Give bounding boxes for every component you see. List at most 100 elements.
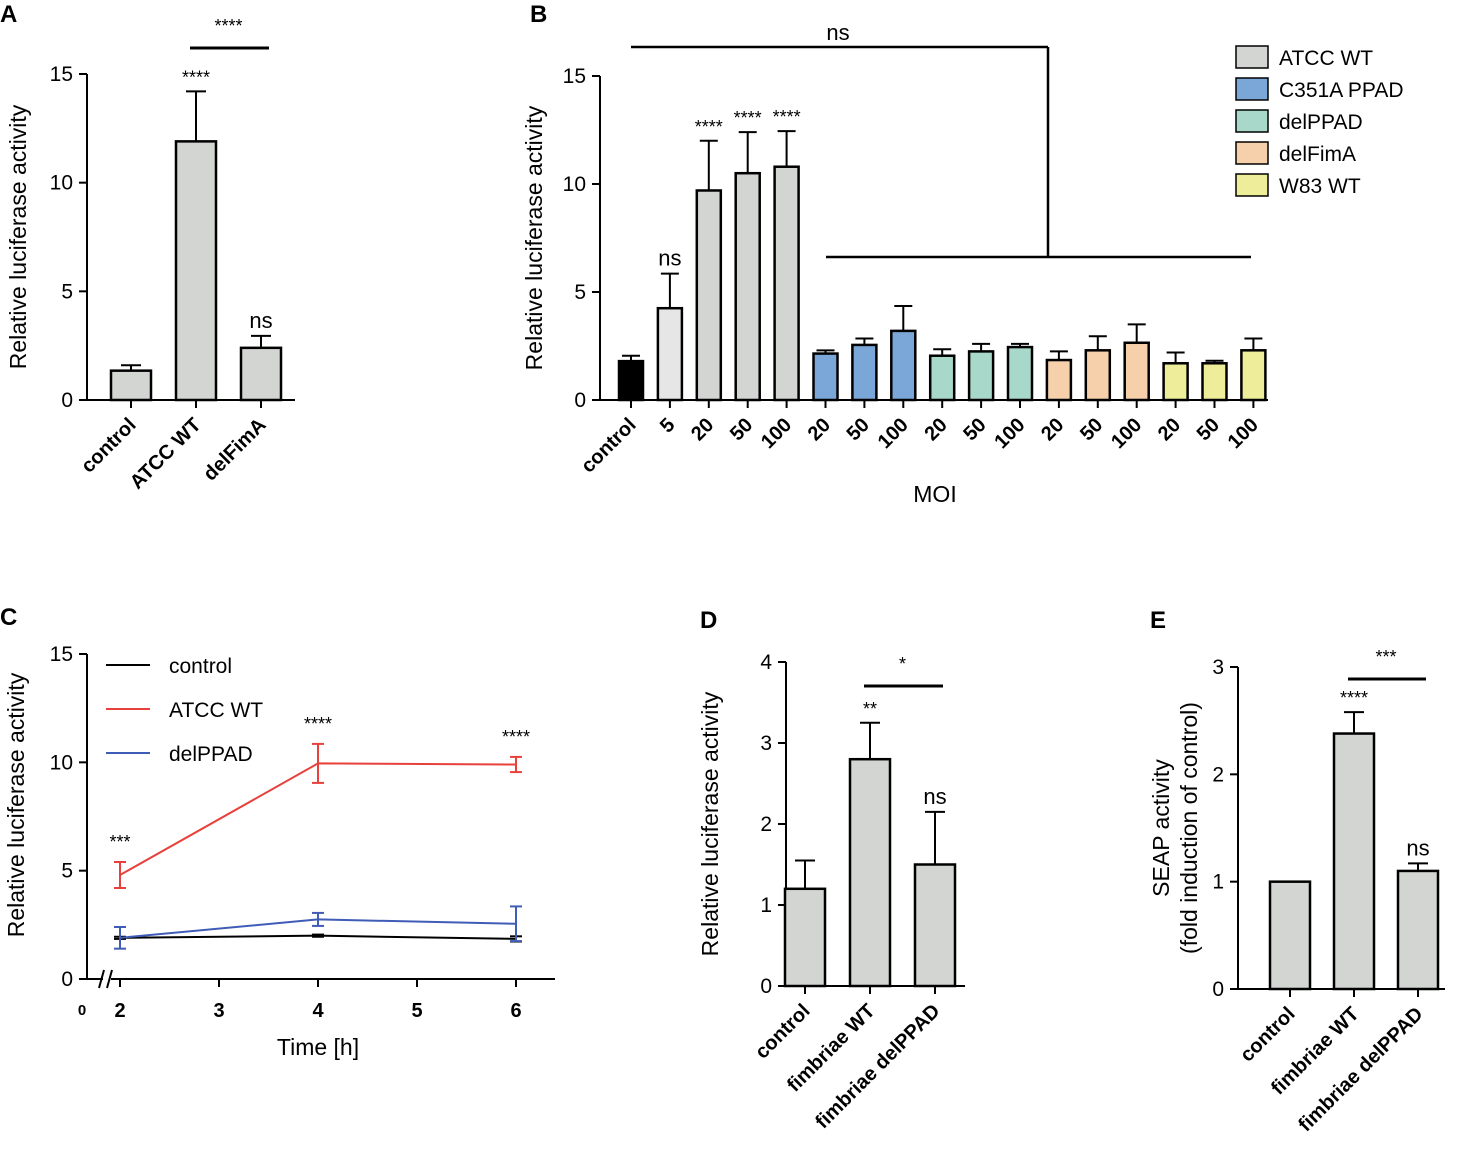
x-axis-break-mark bbox=[98, 969, 105, 989]
legend-label: ATCC WT bbox=[169, 699, 263, 722]
x-tick-label: 3 bbox=[213, 1000, 224, 1022]
x-tick-label: ATCC WT bbox=[126, 414, 206, 494]
panel-e-y-tick-label: 0 bbox=[1212, 978, 1224, 1001]
x-axis-label: MOI bbox=[913, 481, 956, 507]
x-tick-label: 100 bbox=[1224, 414, 1263, 453]
bar bbox=[783, 887, 827, 988]
x-tick-label: control bbox=[1236, 1003, 1299, 1066]
panel-d-y-tick-label: 3 bbox=[760, 732, 772, 755]
panel-d-y-tick-label: 2 bbox=[760, 813, 772, 836]
significance-label: ** bbox=[863, 699, 877, 719]
significance-label: **** bbox=[773, 107, 801, 127]
bar bbox=[851, 343, 878, 402]
significance-label: **** bbox=[182, 67, 210, 87]
panel-letter-d: D bbox=[700, 607, 717, 634]
legend-swatch bbox=[1235, 45, 1269, 69]
bar bbox=[109, 369, 153, 402]
panel-e-y-tick-label: 2 bbox=[1212, 763, 1224, 786]
significance-label: ns bbox=[1406, 835, 1429, 860]
x-tick-label: 50 bbox=[726, 414, 757, 445]
x-tick-label: 20 bbox=[804, 414, 835, 445]
bar bbox=[773, 165, 800, 402]
panel-c-y-tick-label: 0 bbox=[61, 968, 73, 991]
panel-letter-c: C bbox=[0, 604, 17, 631]
x-tick-label: control bbox=[751, 1000, 814, 1063]
significance-label: **** bbox=[304, 714, 332, 734]
x-tick-label: 50 bbox=[1076, 414, 1107, 445]
bar bbox=[617, 359, 645, 402]
significance-bracket-label: * bbox=[899, 654, 906, 674]
bar bbox=[1332, 732, 1376, 991]
x-axis-label: Time [h] bbox=[277, 1034, 359, 1060]
x-tick-label: 50 bbox=[959, 414, 990, 445]
bar bbox=[656, 306, 684, 402]
x-tick-label: 20 bbox=[1037, 414, 1068, 445]
bar bbox=[1396, 869, 1440, 991]
x-tick-label: 100 bbox=[1107, 414, 1146, 453]
significance-label: **** bbox=[502, 727, 530, 747]
bar bbox=[890, 329, 917, 402]
x-tick-label: 100 bbox=[874, 414, 913, 453]
legend-swatch bbox=[1235, 109, 1269, 133]
x-tick-label: 20 bbox=[687, 414, 718, 445]
bar bbox=[1006, 345, 1034, 402]
legend: ATCC WT C351A PPAD delPPAD delFimA W83 WT bbox=[1235, 45, 1404, 198]
x-tick-label: 50 bbox=[843, 414, 874, 445]
panel-c-y-tick-label: 15 bbox=[50, 643, 73, 666]
panel-e-y-tick-label: 1 bbox=[1212, 871, 1224, 894]
significance-label: ns bbox=[923, 784, 946, 809]
legend-swatch bbox=[1235, 77, 1269, 101]
panel-b-y-tick-label: 5 bbox=[574, 281, 586, 304]
x-tick-label: 100 bbox=[990, 414, 1029, 453]
panel-c: 0 5 10 15 0 2 3 4 5 6 Time [h] Relative luciferase … bbox=[3, 643, 555, 1060]
y-axis-label: SEAP activity bbox=[1148, 759, 1174, 897]
panel-letter-b: B bbox=[530, 1, 547, 28]
bar bbox=[1201, 362, 1228, 402]
significance-bracket-label: ns bbox=[826, 20, 849, 45]
panel-b-y-tick-label: 15 bbox=[563, 65, 586, 88]
bar bbox=[1162, 362, 1189, 402]
panel-a-y-tick-label: 10 bbox=[50, 172, 73, 195]
panel-a-y-tick-label: 5 bbox=[61, 280, 73, 303]
panel-c-y-tick-label: 5 bbox=[61, 860, 73, 883]
legend-label: delFimA bbox=[1279, 143, 1356, 166]
panel-a-y-tick-label: 15 bbox=[50, 63, 73, 86]
y-axis-label: Relative luciferase activity bbox=[521, 105, 547, 370]
panel-b-y-tick-label: 0 bbox=[574, 389, 586, 412]
x-tick-label: fimbriae delPPAD bbox=[811, 1000, 944, 1133]
bar bbox=[1268, 880, 1312, 991]
panel-letter-a: A bbox=[0, 1, 17, 28]
panel-b-y-tick-label: 10 bbox=[563, 173, 586, 196]
x-tick-label: 5 bbox=[411, 1000, 422, 1022]
x-tick-label: 20 bbox=[1154, 414, 1185, 445]
bar bbox=[928, 354, 956, 402]
bar bbox=[695, 189, 723, 402]
significance-label: **** bbox=[1340, 688, 1368, 708]
panel-d-y-tick-label: 0 bbox=[760, 975, 772, 998]
panel-d-y-tick-label: 1 bbox=[760, 894, 772, 917]
legend-swatch bbox=[1235, 173, 1269, 197]
y-axis-label: Relative luciferase activity bbox=[5, 104, 31, 369]
panel-d-y-tick-label: 4 bbox=[760, 651, 772, 674]
bar bbox=[174, 140, 218, 402]
panel-a-y-tick-label: 0 bbox=[61, 389, 73, 412]
significance-label: ns bbox=[658, 246, 681, 271]
x-tick-label: control bbox=[577, 414, 640, 477]
significance-label: ns bbox=[249, 308, 272, 333]
legend-label: C351A PPAD bbox=[1279, 79, 1404, 102]
significance-label: **** bbox=[695, 117, 723, 137]
legend-swatch bbox=[1235, 141, 1269, 165]
legend-label: delPPAD bbox=[169, 743, 253, 766]
y-axis-label: Relative luciferase activity bbox=[697, 691, 723, 956]
bar bbox=[913, 863, 957, 988]
legend-label: delPPAD bbox=[1279, 111, 1363, 134]
significance-bracket-label: *** bbox=[1375, 647, 1396, 667]
legend-label: ATCC WT bbox=[1279, 47, 1373, 70]
bar bbox=[1045, 358, 1073, 402]
x-tick-label: 5 bbox=[656, 414, 679, 437]
